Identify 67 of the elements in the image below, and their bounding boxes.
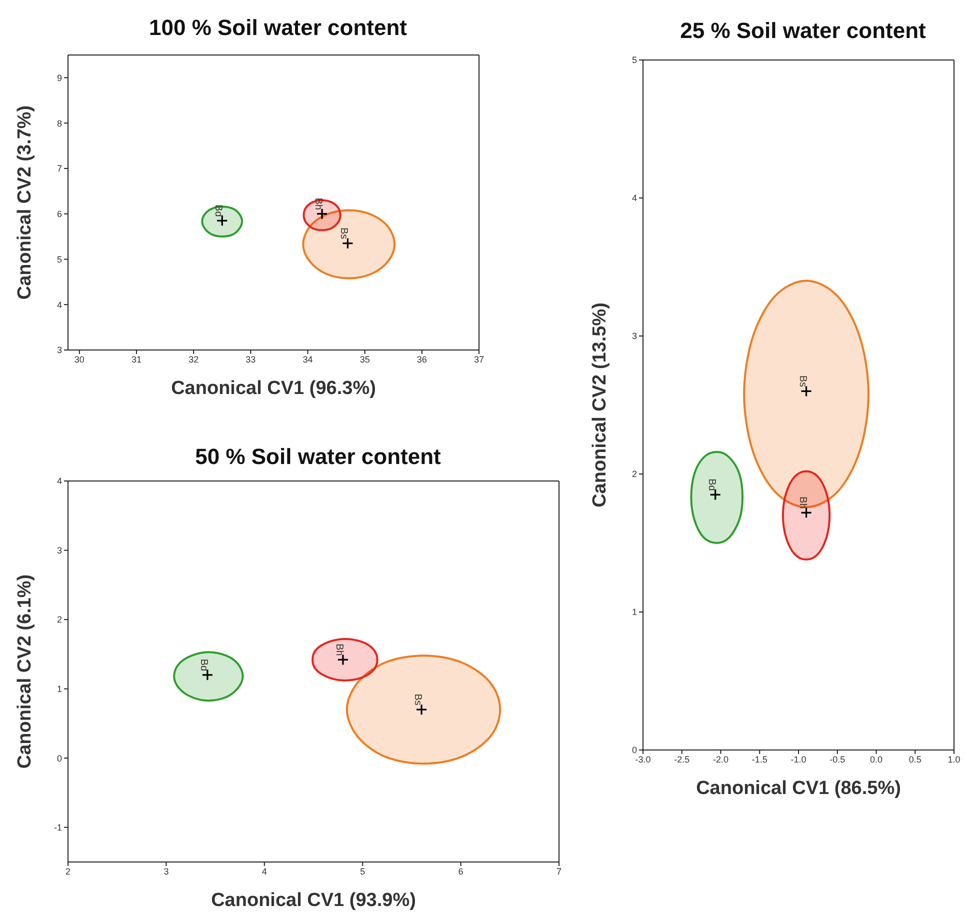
annotation: Bs (338, 228, 350, 240)
y-tick-label: -1 (54, 822, 62, 833)
y-tick-label: 2 (632, 469, 637, 480)
chart-title: 50 % Soil water content (194, 443, 442, 471)
y-tick-label: 5 (632, 55, 637, 66)
x-tick-label: 1.0 (948, 754, 960, 764)
y-axis-title: Canonical CV2 (6.1%) (14, 574, 36, 769)
x-tick-label: 2 (65, 866, 71, 876)
y-tick-label: 9 (56, 72, 62, 83)
point (342, 238, 354, 250)
annotation: Bh (333, 644, 344, 656)
y-tick-label: 0 (632, 745, 637, 756)
x-tick-label: -1.0 (790, 754, 806, 764)
annotation: Bd (198, 658, 209, 672)
annotation: Bh (796, 496, 808, 509)
point (202, 669, 214, 681)
y-tick-label: 2 (56, 614, 62, 625)
point (337, 654, 349, 666)
x-tick-label: -1.5 (752, 754, 768, 764)
annotation: Bd (706, 478, 717, 491)
point (800, 506, 812, 518)
point (710, 488, 722, 500)
chart-title: 25 % Soil water content (679, 17, 927, 45)
x-tick-label: -2.0 (712, 754, 729, 764)
x-tick-label: -2.5 (674, 754, 690, 764)
y-tick-label: 7 (56, 164, 62, 174)
x-tick-label: 4 (262, 866, 267, 876)
x-tick-label: 32 (188, 354, 199, 364)
annotation: Bd (212, 204, 224, 217)
x-axis-title: Canonical CV1 (86.5%) (696, 778, 901, 799)
y-tick-label: 4 (632, 193, 637, 204)
y-tick-label: 3 (632, 331, 637, 342)
point (800, 385, 812, 397)
annotation: Bh (312, 198, 324, 210)
x-tick-label: 0.5 (908, 754, 922, 764)
x-tick-label: -3.0 (635, 754, 651, 764)
annotation: Bs (412, 694, 424, 706)
y-tick-label: 3 (56, 345, 62, 356)
y-tick-label: 8 (56, 118, 62, 128)
x-tick-label: 36 (416, 354, 427, 364)
x-tick-label: 5 (360, 866, 366, 876)
point (416, 704, 428, 716)
y-tick-label: 3 (56, 545, 62, 556)
y-tick-label: 0 (56, 753, 62, 764)
x-axis-title: Canonical CV1 (96.3%) (171, 378, 376, 399)
y-tick-label: 6 (56, 209, 62, 220)
y-axis-title: Canonical CV2 (13.5%) (590, 302, 611, 508)
x-tick-label: 31 (131, 354, 142, 364)
y-tick-label: 1 (56, 684, 62, 694)
x-tick-label: 6 (458, 866, 464, 876)
x-tick-label: 0.0 (870, 754, 883, 764)
y-tick-label: 1 (632, 607, 637, 618)
x-tick-label: 34 (302, 354, 313, 364)
x-tick-label: -0.5 (830, 754, 846, 764)
x-tick-label: 35 (360, 354, 370, 364)
x-tick-label: 7 (556, 866, 562, 876)
x-tick-label: 33 (246, 354, 256, 364)
y-tick-label: 5 (56, 254, 62, 264)
y-tick-label: 4 (56, 476, 62, 486)
chart-title: 100 % Soil water content (148, 14, 408, 42)
x-tick-label: 3 (164, 866, 169, 876)
x-tick-label: 30 (74, 354, 84, 364)
annotation: Bs (796, 375, 808, 388)
x-axis-title: Canonical CV1 (93.9%) (211, 890, 416, 911)
y-tick-label: 4 (56, 300, 62, 310)
x-tick-label: 37 (474, 354, 484, 364)
y-axis-title: Canonical CV2 (3.7%) (14, 105, 36, 300)
